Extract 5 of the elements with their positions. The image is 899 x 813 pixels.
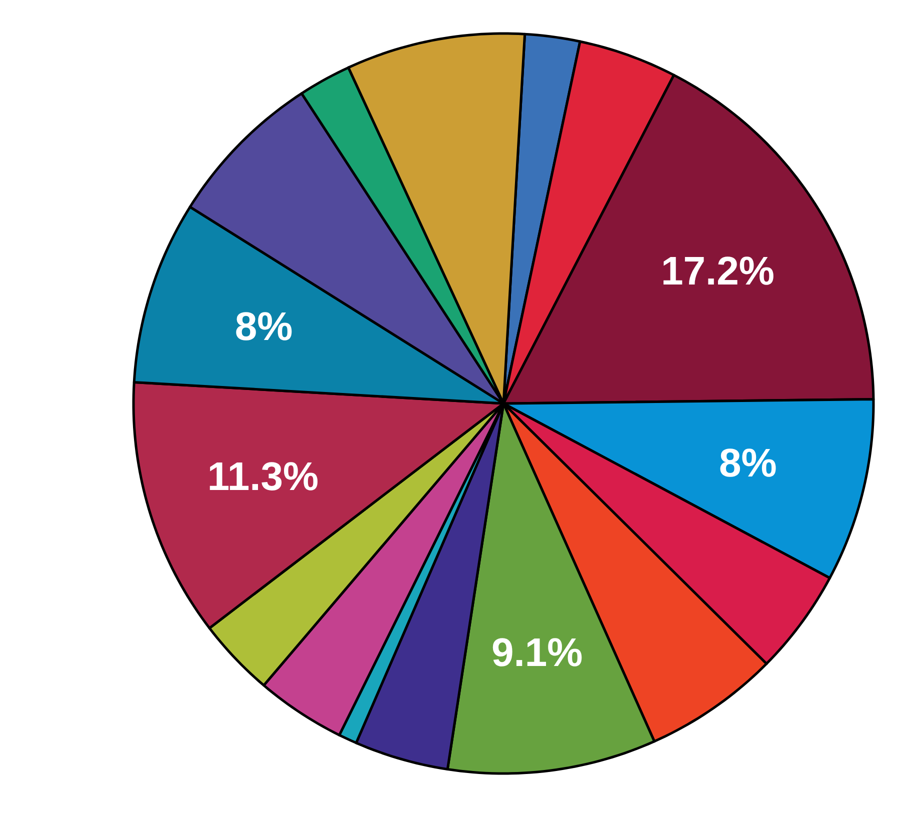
data-label: 17.2% xyxy=(661,250,774,294)
data-label: 8% xyxy=(718,441,777,486)
data-label: 8% xyxy=(234,305,293,350)
data-label: 11.3% xyxy=(207,455,319,500)
data-label: 9.1% xyxy=(492,630,583,675)
